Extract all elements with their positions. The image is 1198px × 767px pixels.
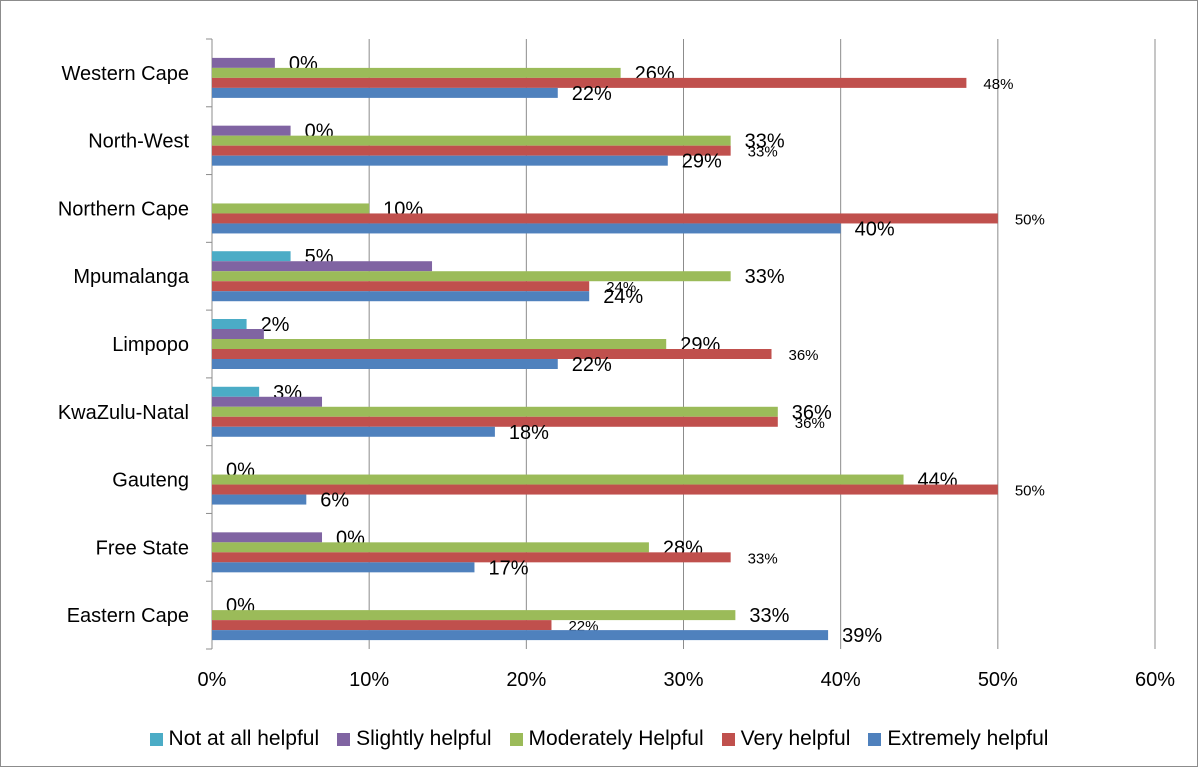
bar-slightly-helpful-mpumalanga xyxy=(212,261,433,272)
legend-item-slightly-helpful: Slightly helpful xyxy=(337,727,492,751)
bar-not-at-all-helpful-limpopo xyxy=(212,319,247,329)
bar-moderately-helpful-north-west xyxy=(212,135,731,146)
bar-moderately-helpful-western-cape xyxy=(212,67,621,78)
bar-very-helpful-gauteng xyxy=(212,484,998,495)
data-label-moderately-helpful-kwazulu-natal: 36% xyxy=(792,402,832,424)
data-label-very-helpful-free-state: 33% xyxy=(748,550,778,567)
data-label-not-at-all-helpful-limpopo: 2% xyxy=(261,314,290,336)
bar-extremely-helpful-north-west xyxy=(212,155,668,166)
bar-moderately-helpful-gauteng xyxy=(212,474,904,485)
bar-slightly-helpful-free-state xyxy=(212,532,323,543)
bar-slightly-helpful-limpopo xyxy=(212,329,264,339)
x-tick-label: 0% xyxy=(198,669,227,691)
bar-very-helpful-eastern-cape xyxy=(212,620,552,631)
bar-very-helpful-northern-cape xyxy=(212,213,998,224)
category-label-free-state: Free State xyxy=(96,537,189,559)
legend-label: Not at all helpful xyxy=(168,727,320,750)
bar-not-at-all-helpful-kwazulu-natal xyxy=(212,386,260,397)
legend-label: Extremely helpful xyxy=(887,727,1049,750)
legend-item-very-helpful: Very helpful xyxy=(721,727,851,751)
bar-moderately-helpful-mpumalanga xyxy=(212,271,731,282)
category-label-eastern-cape: Eastern Cape xyxy=(67,605,189,627)
category-label-northern-cape: Northern Cape xyxy=(58,198,189,220)
bar-extremely-helpful-western-cape xyxy=(212,87,558,98)
x-tick-label: 20% xyxy=(506,669,546,691)
legend-swatch xyxy=(337,732,351,746)
bar-extremely-helpful-gauteng xyxy=(212,494,307,505)
bar-extremely-helpful-kwazulu-natal xyxy=(212,426,495,437)
category-label-kwazulu-natal: KwaZulu-Natal xyxy=(58,402,189,424)
legend-item-moderately-helpful: Moderately Helpful xyxy=(509,727,704,751)
bar-slightly-helpful-kwazulu-natal xyxy=(212,396,323,407)
x-tick-label: 60% xyxy=(1135,669,1175,691)
bar-moderately-helpful-northern-cape xyxy=(212,203,370,214)
category-label-north-west: North-West xyxy=(88,131,189,153)
data-label-extremely-helpful-gauteng: 6% xyxy=(320,490,349,512)
category-label-limpopo: Limpopo xyxy=(112,334,189,356)
x-tick-label: 40% xyxy=(821,669,861,691)
data-label-very-helpful-north-west: 33% xyxy=(748,144,778,161)
bar-extremely-helpful-mpumalanga xyxy=(212,291,590,302)
data-label-very-helpful-western-cape: 48% xyxy=(983,76,1013,93)
data-label-moderately-helpful-eastern-cape: 33% xyxy=(749,605,789,627)
x-tick-label: 10% xyxy=(349,669,389,691)
legend-label: Slightly helpful xyxy=(356,727,492,750)
bar-very-helpful-north-west xyxy=(212,145,731,156)
data-label-very-helpful-limpopo: 36% xyxy=(789,347,819,364)
category-label-gauteng: Gauteng xyxy=(112,470,189,492)
legend-item-extremely-helpful: Extremely helpful xyxy=(868,727,1048,751)
legend-label: Very helpful xyxy=(740,727,851,750)
bar-very-helpful-kwazulu-natal xyxy=(212,416,778,427)
legend-swatch xyxy=(721,732,735,746)
legend-swatch xyxy=(868,732,882,746)
x-tick-label: 30% xyxy=(663,669,703,691)
data-label-extremely-helpful-western-cape: 22% xyxy=(572,83,612,105)
bar-slightly-helpful-north-west xyxy=(212,125,291,136)
data-label-extremely-helpful-north-west: 29% xyxy=(682,151,722,173)
category-label-mpumalanga: Mpumalanga xyxy=(73,266,190,288)
data-label-moderately-helpful-north-west: 33% xyxy=(745,131,785,153)
data-label-extremely-helpful-free-state: 17% xyxy=(488,557,528,579)
legend-swatch xyxy=(509,732,523,746)
data-label-extremely-helpful-eastern-cape: 39% xyxy=(842,625,882,647)
bar-not-at-all-helpful-mpumalanga xyxy=(212,251,291,262)
bar-moderately-helpful-limpopo xyxy=(212,339,667,349)
bar-moderately-helpful-eastern-cape xyxy=(212,610,736,621)
bar-very-helpful-western-cape xyxy=(212,77,967,88)
bar-very-helpful-mpumalanga xyxy=(212,281,590,292)
bar-very-helpful-limpopo xyxy=(212,349,772,359)
data-label-extremely-helpful-limpopo: 22% xyxy=(572,354,612,376)
data-label-very-helpful-mpumalanga: 24% xyxy=(606,279,636,296)
legend-swatch xyxy=(149,732,163,746)
bar-very-helpful-free-state xyxy=(212,552,731,563)
data-label-extremely-helpful-northern-cape: 40% xyxy=(855,218,895,240)
bar-extremely-helpful-free-state xyxy=(212,562,475,573)
bar-extremely-helpful-northern-cape xyxy=(212,223,841,234)
chart-legend: Not at all helpful Slightly helpful Mode… xyxy=(1,723,1197,755)
x-tick-label: 50% xyxy=(978,669,1018,691)
legend-label: Moderately Helpful xyxy=(528,727,704,750)
bar-extremely-helpful-eastern-cape xyxy=(212,630,829,641)
bar-slightly-helpful-western-cape xyxy=(212,57,275,68)
legend-item-not-at-all-helpful: Not at all helpful xyxy=(149,727,320,751)
data-label-extremely-helpful-kwazulu-natal: 18% xyxy=(509,422,549,444)
category-label-western-cape: Western Cape xyxy=(62,63,189,85)
data-label-very-helpful-kwazulu-natal: 36% xyxy=(795,415,825,432)
bar-moderately-helpful-free-state xyxy=(212,542,649,553)
data-label-extremely-helpful-mpumalanga: 24% xyxy=(603,286,643,308)
data-label-very-helpful-gauteng: 50% xyxy=(1015,483,1045,500)
bar-extremely-helpful-limpopo xyxy=(212,359,558,369)
data-label-very-helpful-northern-cape: 50% xyxy=(1015,211,1045,228)
data-label-moderately-helpful-mpumalanga: 33% xyxy=(745,266,785,288)
bar-moderately-helpful-kwazulu-natal xyxy=(212,406,778,417)
